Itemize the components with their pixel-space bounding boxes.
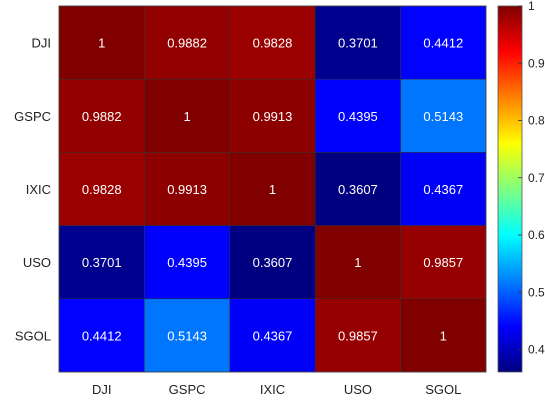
cell-value-label: 1 (183, 109, 190, 124)
cell-value-label: 1 (440, 328, 447, 343)
y-tick-label: SGOL (15, 328, 51, 343)
x-tick-label: DJI (92, 382, 112, 397)
cell-value-label: 0.4412 (423, 36, 463, 51)
cell-value-label: 0.4367 (423, 182, 463, 197)
cell-value-label: 0.9828 (253, 36, 293, 51)
heatmap-cell (229, 152, 316, 226)
cell-value-label: 0.4395 (167, 255, 207, 270)
cell-value-label: 0.9882 (82, 109, 122, 124)
heatmap-cell (58, 78, 145, 153)
heatmap-cells: 1 0.9882 0.9828 0.3701 0.4412 0.9882 1 0.9913 0.… (58, 5, 487, 373)
cell-value-label: 0.9913 (253, 109, 293, 124)
colorbar-tick-label: 0.7 (528, 171, 545, 185)
heatmap-cell (400, 298, 487, 373)
heatmap-cell (229, 298, 316, 373)
heatmap-cell (144, 152, 231, 226)
x-tick-label: USO (344, 382, 372, 397)
cell-value-label: 0.4395 (338, 109, 378, 124)
heatmap-cell (400, 5, 487, 80)
colorbar-tick-label: 0.5 (528, 285, 545, 299)
cell-value-label: 0.4412 (82, 328, 122, 343)
x-tick-label: GSPC (169, 382, 206, 397)
heatmap-cell (144, 225, 231, 300)
colorbar-tick-label: 0.9 (528, 56, 545, 70)
colorbar-tick-label: 0.4 (528, 343, 545, 357)
y-tick-label: IXIC (26, 182, 51, 197)
y-axis-ticks: DJI GSPC IXIC USO SGOL (14, 36, 51, 344)
cell-value-label: 1 (354, 255, 361, 270)
cell-value-label: 0.5143 (423, 109, 463, 124)
cell-value-label: 1 (98, 36, 105, 51)
heatmap-cell (400, 78, 487, 153)
cell-value-label: 0.5143 (167, 328, 207, 343)
cell-value-label: 0.9828 (82, 182, 122, 197)
colorbar-tick-label: 1 (528, 0, 535, 13)
cell-value-label: 0.3701 (338, 36, 378, 51)
heatmap-cell (58, 298, 145, 373)
y-tick-label: USO (23, 255, 51, 270)
colorbar-gradient (497, 5, 523, 373)
cell-value-label: 0.9882 (167, 36, 207, 51)
cell-value-label: 0.9913 (167, 182, 207, 197)
heatmap-cell (144, 5, 231, 80)
plot-border (58, 5, 487, 373)
cell-value-label: 0.3607 (338, 182, 378, 197)
heatmap-cell (400, 152, 487, 226)
cell-value-label: 0.9857 (423, 255, 463, 270)
heatmap-cell (314, 225, 401, 300)
heatmap-cell (229, 78, 316, 153)
cell-value-label: 0.9857 (338, 328, 378, 343)
heatmap-cell (58, 5, 145, 80)
colorbar: 0.4 0.5 0.6 0.7 0.8 0.9 1 (497, 0, 545, 373)
x-axis-ticks: DJI GSPC IXIC USO SGOL (92, 382, 461, 397)
y-tick-label: DJI (32, 36, 52, 51)
heatmap-cell (314, 5, 401, 80)
colorbar-tick-label: 0.6 (528, 228, 545, 242)
cell-value-label: 0.3607 (253, 255, 293, 270)
cell-value-label: 0.4367 (253, 328, 293, 343)
x-tick-label: IXIC (260, 382, 285, 397)
cell-value-label: 1 (269, 182, 276, 197)
x-tick-label: SGOL (425, 382, 461, 397)
heatmap-cell (400, 225, 487, 300)
heatmap-cell (229, 225, 316, 300)
colorbar-ticks: 0.4 0.5 0.6 0.7 0.8 0.9 1 (518, 0, 545, 357)
heatmap-cell (314, 152, 401, 226)
y-tick-label: GSPC (14, 109, 51, 124)
heatmap-cell (144, 78, 231, 153)
heatmap-cell (144, 298, 231, 373)
cell-value-label: 0.3701 (82, 255, 122, 270)
colorbar-tick-label: 0.8 (528, 114, 545, 128)
